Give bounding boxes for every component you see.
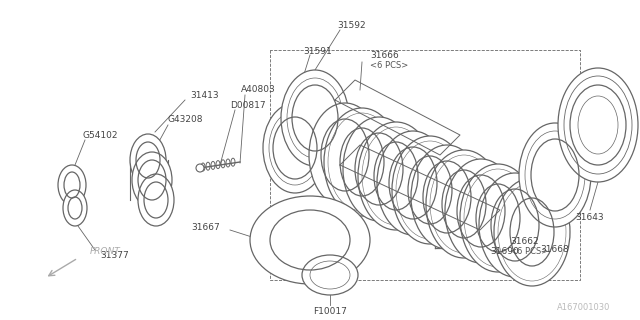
Text: <6 PCS>: <6 PCS> [370, 61, 408, 70]
Ellipse shape [411, 145, 483, 249]
Ellipse shape [343, 117, 415, 221]
Ellipse shape [58, 165, 86, 205]
Ellipse shape [302, 255, 358, 295]
Text: 31377: 31377 [100, 252, 129, 260]
Text: G43208: G43208 [167, 116, 203, 124]
Ellipse shape [281, 70, 349, 166]
Ellipse shape [130, 134, 166, 186]
Text: A167001030: A167001030 [557, 303, 610, 313]
Ellipse shape [324, 108, 400, 216]
Text: 31667: 31667 [191, 222, 220, 231]
Ellipse shape [392, 136, 468, 244]
Text: 31591: 31591 [303, 46, 332, 55]
Ellipse shape [138, 174, 174, 226]
Text: 31662: 31662 [510, 237, 539, 246]
Text: <6 PCS>: <6 PCS> [510, 247, 548, 257]
Text: F10017: F10017 [313, 307, 347, 316]
Ellipse shape [377, 131, 449, 235]
Text: 31643: 31643 [576, 213, 604, 222]
Ellipse shape [250, 196, 370, 284]
Text: 31413: 31413 [191, 92, 220, 100]
Ellipse shape [494, 178, 570, 286]
Ellipse shape [358, 122, 434, 230]
Ellipse shape [558, 68, 638, 182]
Ellipse shape [460, 164, 536, 272]
Ellipse shape [196, 164, 204, 172]
Ellipse shape [519, 123, 591, 227]
Text: 31592: 31592 [338, 21, 366, 30]
Text: G54102: G54102 [83, 132, 118, 140]
Text: 31666: 31666 [370, 52, 399, 60]
Ellipse shape [426, 150, 502, 258]
Text: A40803: A40803 [241, 85, 275, 94]
Ellipse shape [132, 152, 172, 208]
Ellipse shape [479, 173, 551, 277]
Text: FRONT: FRONT [90, 247, 121, 257]
Ellipse shape [263, 103, 327, 193]
Text: D00817: D00817 [230, 100, 266, 109]
Ellipse shape [445, 159, 517, 263]
Ellipse shape [309, 103, 381, 207]
Ellipse shape [63, 190, 87, 226]
Text: 31690: 31690 [490, 247, 519, 257]
Text: 31668: 31668 [541, 245, 570, 254]
